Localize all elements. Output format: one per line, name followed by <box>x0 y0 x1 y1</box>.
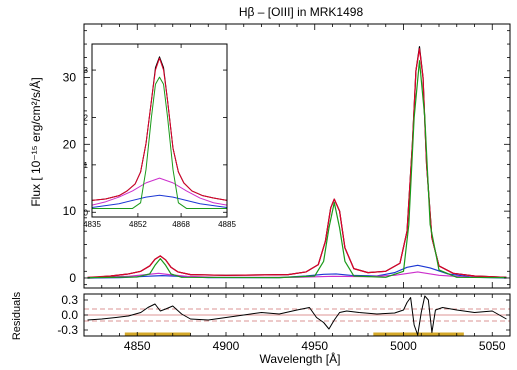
inset-y-tick-label-2: 2 <box>84 113 89 122</box>
inset-series-2 <box>92 76 227 209</box>
residuals-x-tick-label-0: 4850 <box>124 339 151 353</box>
main-series-4 <box>87 264 507 279</box>
residuals-x-tick-label-1: 4900 <box>213 339 240 353</box>
inset-plot: 4835 4852 4868 4885 0 1 2 3 <box>83 43 236 229</box>
y-axis-label: Flux [ 10⁻¹⁵ erg/cm²/s/Å] <box>28 77 43 206</box>
inset-x-tick-label-0: 4835 <box>83 220 101 229</box>
inset-y-tick-label-3: 3 <box>84 66 89 75</box>
x-axis-label: Wavelength [Å] <box>260 351 341 366</box>
inset-y-tick-label-1: 1 <box>84 161 89 170</box>
inset-series-3 <box>92 177 227 206</box>
main-y-tick-label-3: 30 <box>63 70 77 84</box>
inset-x-tick-label-2: 4868 <box>172 220 190 229</box>
inset-background <box>92 44 227 217</box>
main-series-2 <box>87 60 507 279</box>
inset-x-tick-label-3: 4885 <box>218 220 236 229</box>
inset-frame <box>91 43 228 218</box>
residuals-x-tick-label-3: 5000 <box>390 339 417 353</box>
main-y-tick-label-0: 0 <box>69 271 76 285</box>
residuals-plot: 4850 4900 4950 5000 5050 0.30.0-0.3 <box>57 293 511 353</box>
main-y-tick-label-1: 10 <box>63 204 77 218</box>
residuals-y-tick-label-1: 0.0 <box>61 308 78 322</box>
main-y-tick-label-2: 20 <box>63 137 77 151</box>
residuals-y-tick-label-2: -0.3 <box>57 323 78 337</box>
inset-y-tick-label-0: 0 <box>84 208 89 217</box>
inset-series-4 <box>92 194 227 209</box>
chart-title: Hβ – [OIII] in MRK1498 <box>239 5 364 19</box>
residuals-x-tick-label-2: 4950 <box>301 339 328 353</box>
residuals-x-tick-label-4: 5050 <box>479 339 506 353</box>
residuals-y-axis-label: Residuals <box>11 291 23 340</box>
residuals-y-tick-label-0: 0.3 <box>61 293 78 307</box>
residuals-series-0 <box>87 295 507 336</box>
inset-x-tick-label-1: 4852 <box>129 220 147 229</box>
inset-series-1 <box>92 57 227 201</box>
